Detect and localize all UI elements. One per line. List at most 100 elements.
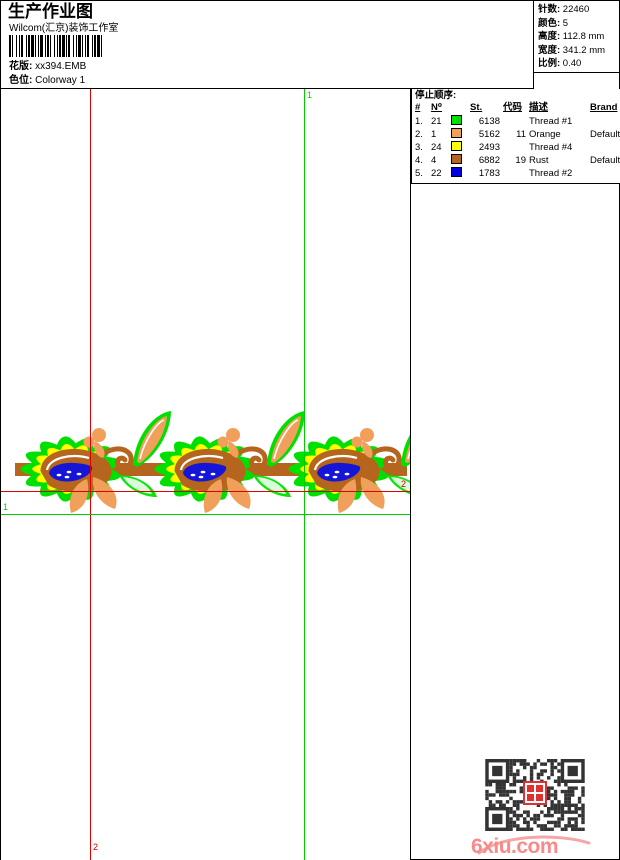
- leaf-inner: [271, 416, 301, 463]
- spec-row-0: 针数: 22460: [538, 3, 620, 17]
- needle-number: 24: [431, 141, 442, 153]
- thread-code: [502, 115, 528, 128]
- thread-brand: [589, 141, 620, 154]
- lower-petal-right: [92, 477, 117, 509]
- column-header-3: St.: [470, 102, 483, 113]
- spec-label: 高度:: [538, 31, 561, 43]
- column-header-2: [450, 102, 469, 115]
- header-block: 生产作业图 Wilcom(汇京)装饰工作室 花版: xx394.EMB 色位: …: [1, 1, 534, 89]
- swatch-icon: [451, 127, 462, 138]
- color-swatch[interactable]: [450, 140, 469, 154]
- lower-petal-right: [226, 477, 251, 509]
- lower-petal-right: [360, 477, 385, 509]
- row-index: 2.: [415, 128, 423, 140]
- spec-label: 颜色:: [538, 17, 561, 29]
- thread-brand: Default: [590, 128, 620, 140]
- stamp-icon: [523, 781, 547, 805]
- barcode: [9, 35, 127, 57]
- spec-label: 针数:: [538, 4, 561, 15]
- table-row[interactable]: 2. 1 5162 11 Orange Default: [414, 127, 620, 141]
- horizontal-guide-green-marker: 1: [3, 502, 9, 512]
- embroidery-design-artwork: [15, 411, 410, 513]
- design-canvas[interactable]: 2 1 2 1: [1, 89, 411, 860]
- spec-row-1: 颜色: 5: [538, 17, 620, 31]
- stitch-count: 2493: [478, 141, 500, 153]
- spec-label: 宽度:: [538, 44, 561, 56]
- column-header-1: N⁰: [431, 102, 443, 113]
- colorway-line: 色位: Colorway 1: [9, 75, 85, 87]
- spec-value: 341.2 mm: [560, 44, 606, 56]
- stitch-count: 5162: [478, 128, 500, 140]
- lower-petal-left: [69, 479, 89, 513]
- column-header-5: 描述: [529, 102, 549, 113]
- needle-number: 1: [431, 128, 437, 140]
- horizontal-guide-green: [1, 514, 410, 515]
- motif-2: [154, 411, 305, 513]
- motif-1: [20, 411, 171, 513]
- needle-number: 21: [431, 115, 442, 127]
- color-swatch[interactable]: [450, 167, 469, 180]
- colorway-label: 色位:: [9, 75, 33, 86]
- table-row[interactable]: 4. 4 6882 19 Rust Default: [414, 154, 620, 167]
- swoosh-icon: [477, 835, 591, 855]
- swatch-icon: [451, 167, 462, 178]
- spec-value: 0.40: [560, 58, 582, 70]
- thread-description: Thread #1: [529, 115, 573, 127]
- design-file-value: xx394.EMB: [35, 61, 87, 72]
- row-index: 1.: [415, 115, 423, 127]
- studio-subtitle: Wilcom(汇京)装饰工作室: [9, 23, 119, 34]
- color-swatch[interactable]: [450, 154, 469, 167]
- spec-row-4: 比例: 0.40: [538, 57, 620, 71]
- thread-description: Thread #2: [529, 168, 573, 180]
- lower-petal-left: [203, 479, 223, 513]
- spec-value: 5: [560, 17, 569, 29]
- site-watermark: 6xiu.com: [471, 831, 599, 859]
- column-header-0: #: [415, 102, 421, 113]
- table-body: 1. 21 6138 Thread #1 2. 1 5162 11 Orange Default 3…: [414, 114, 620, 181]
- thread-code: 11: [516, 128, 526, 140]
- colorway-value: Colorway 1: [35, 75, 86, 86]
- column-header-4: 代码: [503, 102, 523, 113]
- vertical-guide-red-marker: 2: [93, 842, 99, 852]
- swatch-icon: [451, 140, 462, 151]
- vertical-guide-green-marker: 1: [307, 90, 313, 100]
- thread-brand: [589, 167, 620, 180]
- swatch-icon: [451, 154, 462, 165]
- vertical-guide-red: [90, 89, 91, 860]
- spec-value: 112.8 mm: [560, 31, 605, 43]
- swatch-icon: [451, 114, 462, 125]
- row-index: 4.: [415, 155, 423, 167]
- thread-description: Rust: [529, 155, 549, 167]
- leaf-inner: [137, 416, 167, 463]
- lower-petal-left: [337, 479, 357, 513]
- page-title: 生产作业图: [8, 2, 93, 21]
- thread-code: [502, 167, 528, 180]
- spec-row-3: 宽度: 341.2 mm: [538, 44, 620, 58]
- thread-brand: [589, 115, 620, 128]
- spec-value: 22460: [560, 4, 590, 15]
- color-swatch[interactable]: [450, 114, 469, 128]
- thread-code: 19: [515, 155, 526, 167]
- spec-label: 比例:: [538, 58, 561, 70]
- stitch-count: 6138: [478, 115, 500, 127]
- table-row[interactable]: 3. 24 2493 Thread #4: [414, 140, 620, 154]
- needle-number: 22: [431, 168, 442, 180]
- needle-number: 4: [431, 155, 437, 167]
- row-index: 3.: [415, 141, 423, 153]
- horizontal-guide-red: [1, 491, 410, 492]
- site-name: 6xiu.com: [471, 835, 559, 858]
- stitch-count: 6882: [478, 155, 500, 167]
- table-row[interactable]: 1. 21 6138 Thread #1: [414, 114, 620, 128]
- thread-brand: Default: [590, 155, 620, 167]
- watermark-block: 6xiu.com: [471, 759, 591, 859]
- table-row[interactable]: 5. 22 1783 Thread #2: [414, 167, 620, 180]
- stop-sequence-title: 停止顺序:: [415, 90, 457, 101]
- color-swatch[interactable]: [450, 127, 469, 141]
- vertical-guide-green: [304, 89, 305, 860]
- thread-code: [502, 141, 528, 154]
- thread-description: Orange: [529, 128, 561, 140]
